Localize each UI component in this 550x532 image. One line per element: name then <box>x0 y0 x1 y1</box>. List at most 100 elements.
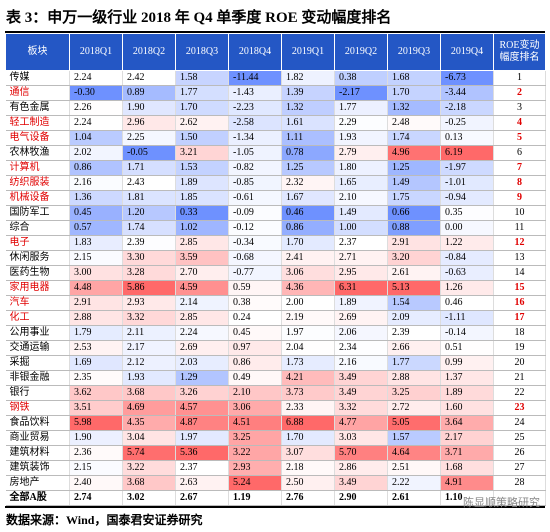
value-cell: 2.10 <box>334 190 388 206</box>
value-cell: 5.98 <box>69 415 123 431</box>
rank-cell: 9 <box>493 190 546 206</box>
table-row: 农林牧渔 2.02 -0.05 3.21 -1.05 0.78 2.79 4.96 6.19 6 <box>5 145 546 161</box>
value-cell: 2.40 <box>69 475 123 491</box>
value-cell: 2.93 <box>228 460 282 476</box>
value-cell: 0.33 <box>175 205 229 221</box>
value-cell: 2.88 <box>69 310 123 326</box>
value-cell: 2.51 <box>387 460 441 476</box>
row-name: 家用电器 <box>5 280 70 296</box>
value-cell: 5.70 <box>334 445 388 461</box>
value-cell: 2.70 <box>175 265 229 281</box>
value-cell: 1.67 <box>281 190 335 206</box>
value-cell: -0.84 <box>440 250 494 266</box>
value-cell: 1.25 <box>387 160 441 176</box>
value-cell: 2.10 <box>228 385 282 401</box>
value-cell: 0.97 <box>228 340 282 356</box>
row-name: 汽车 <box>5 295 70 311</box>
value-cell: 4.91 <box>440 475 494 491</box>
value-cell: -3.44 <box>440 85 494 101</box>
value-cell: 2.61 <box>387 265 441 281</box>
value-cell: 4.21 <box>281 370 335 386</box>
rank-cell: 24 <box>493 415 546 431</box>
row-name: 通信 <box>5 85 70 101</box>
value-cell: -0.61 <box>228 190 282 206</box>
table: 板块 2018Q1 2018Q2 2018Q3 2018Q4 2019Q1 2019Q2 20… <box>5 33 546 506</box>
value-cell: 1.37 <box>440 370 494 386</box>
value-cell: 3.03 <box>334 430 388 446</box>
value-cell: -1.11 <box>440 310 494 326</box>
table-row: 休闲服务 2.15 3.30 3.59 -0.68 2.41 2.71 3.20 -0.84 13 <box>5 250 546 266</box>
value-cell: 2.17 <box>122 340 176 356</box>
value-cell: 2.41 <box>281 250 335 266</box>
row-name: 传媒 <box>5 70 70 86</box>
value-cell: 2.39 <box>122 235 176 251</box>
value-cell: 4.77 <box>334 415 388 431</box>
value-cell: -0.09 <box>228 205 282 221</box>
value-cell: -2.18 <box>440 100 494 116</box>
value-cell: 1.79 <box>69 325 123 341</box>
value-cell: -6.73 <box>440 70 494 86</box>
value-cell: 2.76 <box>281 490 335 506</box>
rank-cell: 8 <box>493 175 546 191</box>
rank-cell: 27 <box>493 460 546 476</box>
header-cell: 2018Q2 <box>122 33 176 71</box>
value-cell: -0.14 <box>440 325 494 341</box>
table-row: 传媒 2.24 2.42 1.58 -11.44 1.82 0.38 1.68 -6.73 1 <box>5 70 546 86</box>
rank-cell: 10 <box>493 205 546 221</box>
value-cell: 3.06 <box>281 265 335 281</box>
value-cell: 4.64 <box>387 445 441 461</box>
header-cell: 2018Q1 <box>69 33 123 71</box>
value-cell: 2.19 <box>281 310 335 326</box>
value-cell: 3.49 <box>334 370 388 386</box>
value-cell: 0.59 <box>228 280 282 296</box>
value-cell: 4.59 <box>175 280 229 296</box>
header-cell: 板块 <box>5 33 70 71</box>
value-cell: 1.53 <box>175 160 229 176</box>
row-name: 电子 <box>5 235 70 251</box>
value-cell: 3.28 <box>122 265 176 281</box>
value-cell: -0.34 <box>228 235 282 251</box>
value-cell: -0.77 <box>228 265 282 281</box>
rank-cell: 15 <box>493 280 546 296</box>
table-row: 非银金融 2.35 1.93 1.29 0.49 4.21 3.49 2.88 1.37 21 <box>5 370 546 386</box>
table-row: 钢铁 3.51 4.69 4.57 3.06 2.33 3.32 2.72 1.60 23 <box>5 400 546 416</box>
value-cell: 0.49 <box>228 370 282 386</box>
value-cell: 1.00 <box>334 220 388 236</box>
rank-cell: 12 <box>493 235 546 251</box>
rank-cell <box>493 490 546 506</box>
value-cell: 0.66 <box>387 205 441 221</box>
rank-cell: 17 <box>493 310 546 326</box>
value-cell: 2.95 <box>334 265 388 281</box>
table-row: 国防军工 0.45 1.20 0.33 -0.09 0.46 1.49 0.66 0.35 10 <box>5 205 546 221</box>
value-cell: 2.17 <box>440 430 494 446</box>
row-name: 房地产 <box>5 475 70 491</box>
value-cell: 1.77 <box>175 85 229 101</box>
row-name: 交通运输 <box>5 340 70 356</box>
value-cell: -0.82 <box>228 160 282 176</box>
value-cell: 1.75 <box>387 190 441 206</box>
row-name: 钢铁 <box>5 400 70 416</box>
value-cell: 2.00 <box>281 295 335 311</box>
table-row: 交通运输 2.53 2.17 2.69 0.97 2.04 2.34 2.66 0.51 19 <box>5 340 546 356</box>
table-row: 化工 2.88 3.32 2.85 0.24 2.19 2.69 2.09 -1.11 17 <box>5 310 546 326</box>
row-name: 商业贸易 <box>5 430 70 446</box>
value-cell: 1.32 <box>387 100 441 116</box>
value-cell: 2.53 <box>69 340 123 356</box>
value-cell: 2.14 <box>175 295 229 311</box>
value-cell: 0.38 <box>228 295 282 311</box>
value-cell: -2.17 <box>334 85 388 101</box>
value-cell: 1.10 <box>440 490 494 506</box>
value-cell: -11.44 <box>228 70 282 86</box>
row-name: 电气设备 <box>5 130 70 146</box>
value-cell: 3.20 <box>387 250 441 266</box>
row-name: 医药生物 <box>5 265 70 281</box>
value-cell: 1.81 <box>122 190 176 206</box>
value-cell: 1.93 <box>334 130 388 146</box>
value-cell: 3.71 <box>440 445 494 461</box>
header-cell: ROE变动 幅度排名 <box>493 33 546 71</box>
value-cell: 2.04 <box>281 340 335 356</box>
value-cell: 3.21 <box>175 145 229 161</box>
value-cell: 0.86 <box>228 355 282 371</box>
row-name: 综合 <box>5 220 70 236</box>
